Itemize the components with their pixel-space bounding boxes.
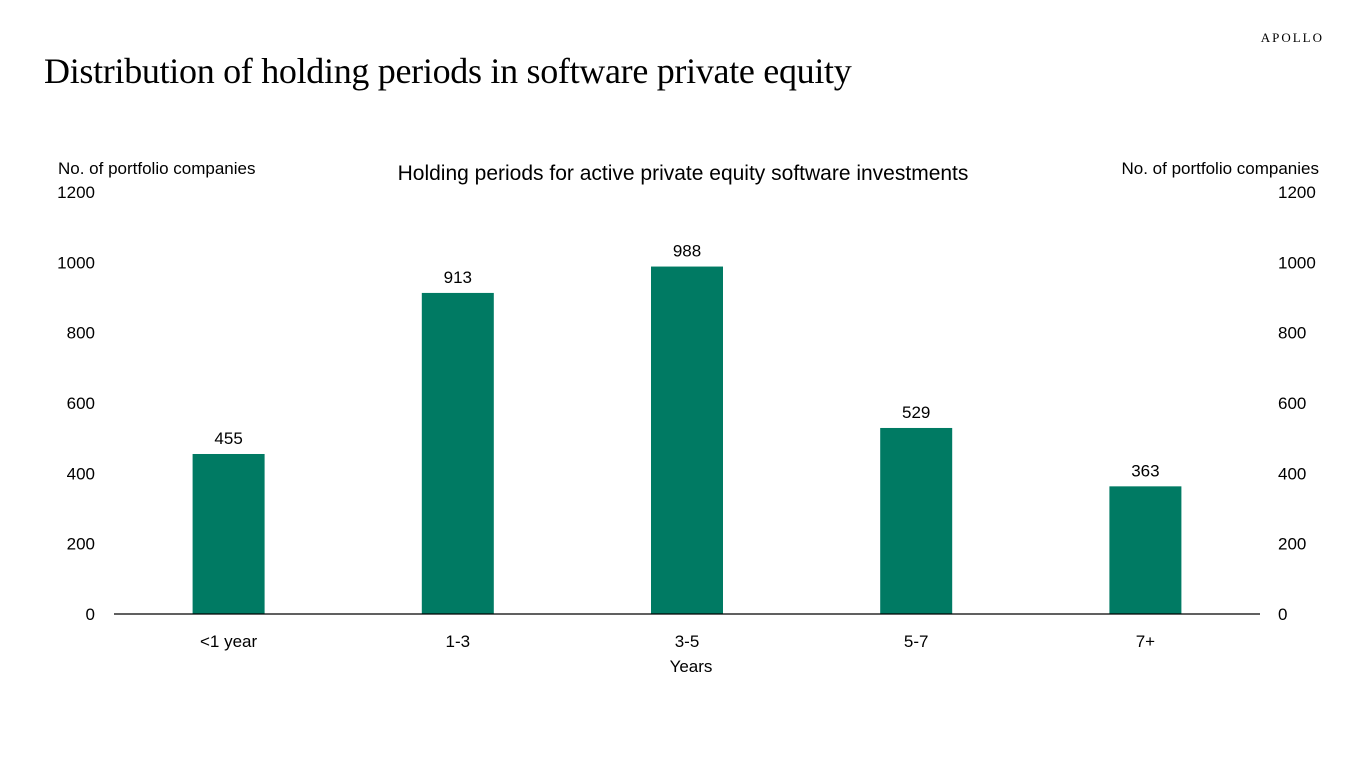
x-axis-label: Years — [670, 657, 713, 676]
bar-4 — [1109, 486, 1182, 614]
x-tick-label-0: <1 year — [200, 632, 258, 651]
chart-title: Holding periods for active private equit… — [398, 162, 969, 185]
x-ticks: <1 year 1-3 3-5 5-7 7+ — [200, 632, 1155, 651]
y-tick-right-5: 1000 — [1278, 253, 1316, 272]
y-tick-right-3: 600 — [1278, 394, 1306, 413]
y-tick-left-6: 1200 — [57, 183, 95, 202]
y-axis-label-right: No. of portfolio companies — [1122, 159, 1320, 178]
page-title: Distribution of holding periods in softw… — [44, 51, 852, 91]
y-tick-left-2: 400 — [67, 464, 95, 483]
bars-group: 455 913 988 529 363 — [192, 242, 1182, 614]
data-label-2: 988 — [673, 242, 701, 261]
x-tick-label-1: 1-3 — [446, 632, 471, 651]
y-ticks-left: 0 200 400 600 800 1000 1200 — [57, 183, 95, 624]
x-tick-label-3: 5-7 — [904, 632, 929, 651]
y-ticks-right: 0 200 400 600 800 1000 1200 — [1278, 183, 1316, 624]
y-tick-right-2: 400 — [1278, 464, 1306, 483]
y-tick-left-5: 1000 — [57, 253, 95, 272]
x-tick-label-4: 7+ — [1136, 632, 1155, 651]
y-tick-right-1: 200 — [1278, 535, 1306, 554]
y-tick-left-1: 200 — [67, 535, 95, 554]
bar-1 — [421, 292, 494, 614]
data-label-1: 913 — [444, 268, 472, 287]
y-tick-left-3: 600 — [67, 394, 95, 413]
y-tick-left-0: 0 — [86, 605, 95, 624]
y-tick-right-4: 800 — [1278, 324, 1306, 343]
bar-2 — [651, 266, 723, 614]
x-tick-label-2: 3-5 — [675, 632, 700, 651]
data-label-0: 455 — [214, 429, 242, 448]
y-tick-right-0: 0 — [1278, 605, 1287, 624]
y-axis-label-left: No. of portfolio companies — [58, 159, 256, 178]
bar-0 — [192, 453, 265, 614]
brand-logo: APOLLO — [1260, 30, 1324, 45]
data-label-3: 529 — [902, 403, 930, 422]
bar-3 — [880, 427, 953, 614]
data-label-4: 363 — [1131, 461, 1159, 480]
y-tick-left-4: 800 — [67, 324, 95, 343]
y-tick-right-6: 1200 — [1278, 183, 1316, 202]
